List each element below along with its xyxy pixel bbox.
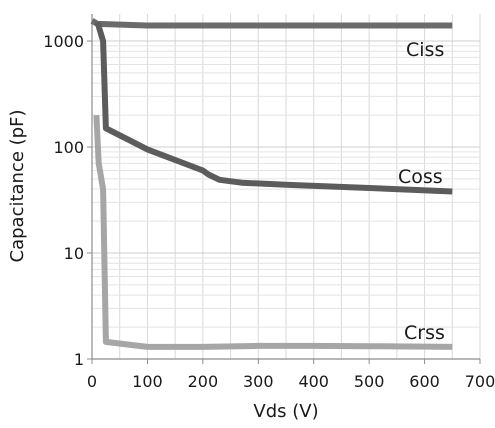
y-tick-label: 100 (53, 138, 84, 157)
x-tick-label: 0 (87, 372, 97, 391)
y-tick-label: 10 (64, 244, 84, 263)
series-label-ciss: Ciss (406, 39, 444, 61)
x-tick-label: 100 (132, 372, 163, 391)
x-tick-label: 700 (465, 372, 495, 391)
y-tick-label: 1000 (43, 32, 84, 51)
x-tick-label: 300 (243, 372, 274, 391)
series-label-crss: Crss (404, 322, 445, 344)
y-tick-label: 1 (74, 350, 84, 369)
series-group (90, 18, 453, 350)
x-tick-label: 500 (354, 372, 385, 391)
series-line-crss (93, 114, 453, 350)
tick-labels: 0 100 200 300 400 500 600 700 1 10 100 1000 (43, 32, 495, 391)
y-axis-title: Capacitance (pF) (7, 110, 28, 263)
series-line-coss (94, 21, 453, 195)
x-tick-label: 400 (298, 372, 329, 391)
x-tick-label: 600 (409, 372, 440, 391)
x-axis-title: Vds (V) (253, 401, 318, 422)
x-tick-label: 200 (188, 372, 219, 391)
series-label-coss: Coss (398, 166, 443, 188)
